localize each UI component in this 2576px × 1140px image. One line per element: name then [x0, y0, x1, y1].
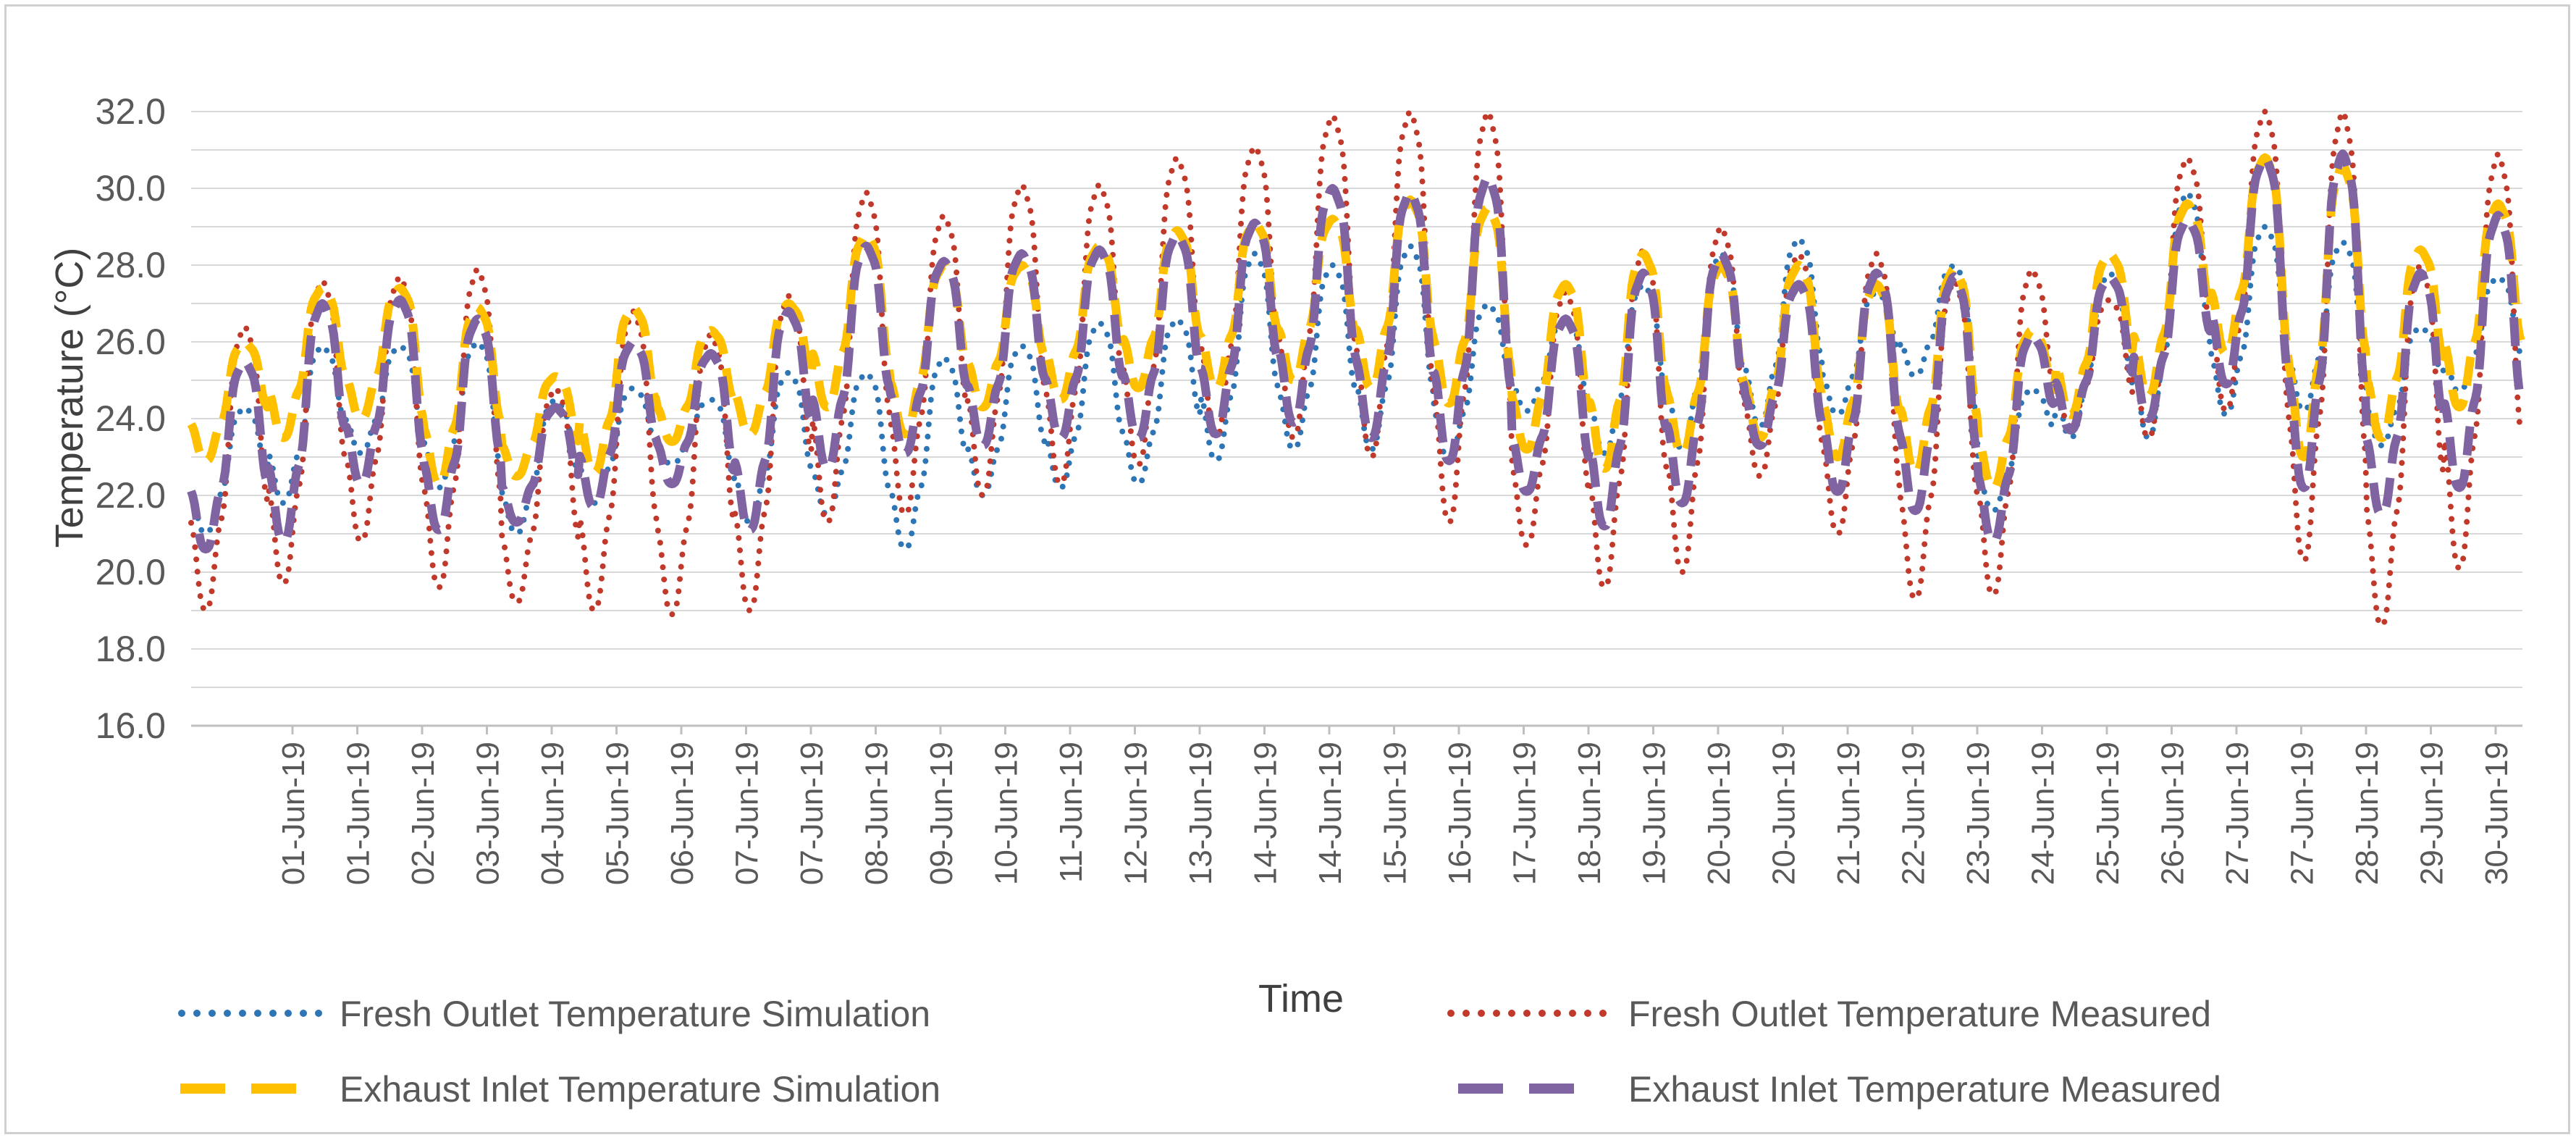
x-tick-label: 29-Jun-19 — [2415, 742, 2450, 885]
y-tick-label: 32.0 — [96, 91, 166, 132]
series-line-1 — [188, 109, 2524, 629]
x-tick-label: 13-Jun-19 — [1183, 742, 1218, 885]
x-tick-label: 08-Jun-19 — [859, 742, 895, 885]
legend-item-fresh-outlet-simulation: Fresh Outlet Temperature Simulation — [178, 994, 930, 1034]
x-tick-label: 14-Jun-19 — [1248, 742, 1284, 885]
x-tick-label: 11-Jun-19 — [1053, 742, 1089, 883]
y-tick-label: 18.0 — [96, 629, 166, 669]
legend: Fresh Outlet Temperature Simulation Fres… — [178, 994, 2221, 1110]
x-tick-label: 23-Jun-19 — [1961, 742, 1996, 885]
gridlines — [191, 111, 2522, 726]
x-tick-label: 16-Jun-19 — [1442, 742, 1478, 885]
x-tick-label: 06-Jun-19 — [665, 742, 700, 885]
x-tick-label: 26-Jun-19 — [2155, 742, 2191, 885]
x-tick-label: 09-Jun-19 — [924, 742, 959, 885]
x-tick-label: 27-Jun-19 — [2220, 742, 2255, 885]
x-tick-label: 17-Jun-19 — [1507, 742, 1543, 885]
y-tick-label: 26.0 — [96, 322, 166, 362]
x-tick-label: 22-Jun-19 — [1896, 742, 1932, 885]
y-axis-title: Temperature (°C) — [48, 248, 91, 548]
y-axis-ticks: 16.0 18.0 20.0 22.0 24.0 26.0 28.0 30.0 32.0 — [96, 91, 166, 746]
y-tick-label: 30.0 — [96, 168, 166, 209]
x-tick-label: 04-Jun-19 — [535, 742, 571, 885]
chart-frame: 16.0 18.0 20.0 22.0 24.0 26.0 28.0 30.0 32.0 01-… — [4, 4, 2570, 1134]
x-tick-label: 28-Jun-19 — [2349, 742, 2385, 885]
x-tick-label: 19-Jun-19 — [1637, 742, 1672, 885]
x-tick-label: 14-Jun-19 — [1313, 742, 1348, 885]
x-tick-label: 20-Jun-19 — [1701, 742, 1737, 885]
x-tick-label: 12-Jun-19 — [1119, 742, 1154, 885]
series-line-3 — [187, 149, 2525, 554]
legend-label-exhaust-inlet-simulation: Exhaust Inlet Temperature Simulation — [340, 1069, 940, 1110]
legend-item-exhaust-inlet-measured: Exhaust Inlet Temperature Measured — [1458, 1069, 2221, 1110]
x-tick-label: 25-Jun-19 — [2090, 742, 2126, 885]
y-tick-label: 20.0 — [96, 552, 166, 592]
y-tick-label: 22.0 — [96, 475, 166, 516]
x-tick-label: 07-Jun-19 — [730, 742, 765, 885]
legend-item-exhaust-inlet-simulation: Exhaust Inlet Temperature Simulation — [180, 1069, 940, 1110]
series-group — [187, 109, 2525, 629]
x-tick-label: 10-Jun-19 — [989, 742, 1024, 885]
y-tick-label: 28.0 — [96, 245, 166, 285]
x-tick-label: 03-Jun-19 — [471, 742, 506, 885]
x-tick-label: 01-Jun-19 — [341, 742, 376, 885]
x-tick-label: 01-Jun-19 — [276, 742, 311, 885]
legend-label-fresh-outlet-simulation: Fresh Outlet Temperature Simulation — [340, 994, 930, 1034]
x-tick-label: 05-Jun-19 — [600, 742, 636, 885]
legend-label-exhaust-inlet-measured: Exhaust Inlet Temperature Measured — [1628, 1069, 2221, 1110]
x-tick-label: 27-Jun-19 — [2285, 742, 2320, 885]
x-tick-label: 15-Jun-19 — [1378, 742, 1413, 885]
x-tick-label: 18-Jun-19 — [1572, 742, 1607, 885]
x-axis-ticks: 01-Jun-19 01-Jun-19 02-Jun-19 03-Jun-19 04-J… — [276, 726, 2514, 885]
y-tick-label: 16.0 — [96, 705, 166, 746]
x-axis-title: Time — [1258, 977, 1344, 1020]
x-tick-label: 07-Jun-19 — [794, 742, 830, 885]
legend-label-fresh-outlet-measured: Fresh Outlet Temperature Measured — [1628, 994, 2211, 1034]
legend-item-fresh-outlet-measured: Fresh Outlet Temperature Measured — [1447, 994, 2211, 1034]
line-chart: 16.0 18.0 20.0 22.0 24.0 26.0 28.0 30.0 32.0 01-… — [48, 91, 2525, 1110]
x-tick-label: 24-Jun-19 — [2026, 742, 2061, 885]
x-tick-label: 21-Jun-19 — [1831, 742, 1866, 885]
x-tick-label: 30-Jun-19 — [2479, 742, 2514, 885]
x-tick-label: 20-Jun-19 — [1767, 742, 1802, 885]
x-tick-label: 02-Jun-19 — [405, 742, 441, 885]
y-tick-label: 24.0 — [96, 398, 166, 439]
